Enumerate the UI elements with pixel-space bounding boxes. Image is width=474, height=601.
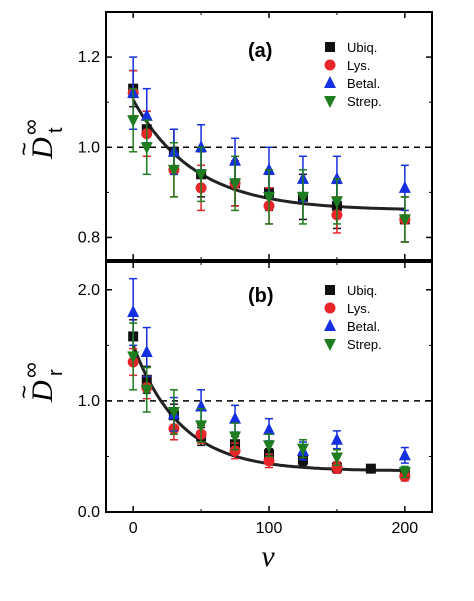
data-point [140, 384, 153, 397]
y-tick-label: 1.0 [78, 139, 100, 156]
legend-marker [324, 59, 336, 71]
y-label-symbol: D [26, 137, 59, 160]
legend-marker [324, 319, 336, 331]
legend: Ubiq. Lys. Betal. Strep. [324, 40, 382, 109]
data-point [398, 448, 411, 461]
legend-marker [324, 96, 336, 108]
panel-label: (a) [248, 40, 272, 62]
data-point [167, 164, 180, 177]
x-tick-label: 100 [256, 520, 283, 537]
y-axis-label: D~ ∞ t [11, 119, 67, 160]
legend-marker [324, 302, 336, 314]
y-tick-label: 1.2 [78, 49, 100, 66]
data-point [263, 422, 275, 435]
data-point [296, 191, 309, 204]
y-label-tilde: ~ [11, 142, 38, 156]
series-strep [127, 87, 411, 243]
data-point [229, 178, 242, 191]
panel-b: 0.0 1.0 2.0 (b) Ubiq. Lys. Betal. Strep. D~ ∞ r [11, 261, 433, 521]
legend-marker [324, 76, 336, 88]
x-tick-label: 0 [129, 520, 138, 537]
plot-area [106, 277, 432, 482]
y-label-subscript: r [45, 369, 67, 376]
panel-label: (b) [248, 285, 274, 307]
data-point [127, 305, 140, 317]
data-point [195, 420, 208, 433]
data-point [330, 171, 343, 184]
data-point [330, 196, 343, 209]
data-point [398, 180, 411, 193]
data-point [263, 440, 275, 453]
legend-label: Betal. [347, 76, 380, 91]
data-point [263, 162, 275, 175]
data-point [263, 191, 275, 204]
y-label-symbol: D [26, 380, 59, 403]
data-point [229, 431, 242, 444]
x-axis-label: ν [261, 540, 275, 573]
y-tick-label: 0.0 [78, 504, 100, 521]
legend-label: Ubiq. [347, 40, 377, 55]
data-point [398, 214, 411, 227]
series-strep [127, 322, 411, 479]
data-point [296, 443, 309, 456]
panel-a: 0.8 1.0 1.2 (a) Ubiq. Lys. Betal. Strep. D~ ∞ t [11, 11, 433, 261]
y-tick-label: 0.8 [78, 229, 100, 246]
legend-marker [324, 339, 336, 351]
y-tick-label: 1.0 [78, 393, 100, 410]
data-point [195, 140, 208, 153]
plot-area [106, 56, 432, 243]
legend-label: Ubiq. [347, 283, 377, 298]
data-point [229, 445, 241, 457]
legend-label: Lys. [347, 58, 370, 73]
data-point [195, 169, 208, 182]
x-axis: 0 100 200 ν [129, 520, 419, 573]
data-point [167, 407, 180, 419]
data-point [263, 455, 275, 467]
legend-marker [325, 285, 335, 295]
y-label-superscript: ∞ [18, 119, 43, 135]
y-label-superscript: ∞ [18, 362, 43, 378]
data-point [229, 411, 242, 424]
legend-label: Betal. [347, 319, 380, 334]
legend-marker [325, 42, 335, 52]
x-tick-label: 200 [391, 520, 418, 537]
legend-label: Lys. [347, 301, 370, 316]
legend-label: Strep. [347, 337, 382, 352]
data-point [140, 345, 153, 357]
data-point [127, 351, 140, 364]
y-axis-label: D~ ∞ r [11, 362, 67, 403]
legend: Ubiq. Lys. Betal. Strep. [324, 283, 382, 352]
data-point [330, 452, 343, 465]
data-point [140, 108, 153, 121]
data-point [365, 463, 376, 474]
data-point [127, 115, 140, 128]
y-label-subscript: t [45, 127, 67, 133]
data-point [140, 142, 153, 155]
y-tick-label: 2.0 [78, 282, 100, 299]
y-label-tilde: ~ [11, 385, 38, 399]
data-point [330, 432, 343, 445]
legend-label: Strep. [347, 94, 382, 109]
data-point [398, 467, 411, 479]
